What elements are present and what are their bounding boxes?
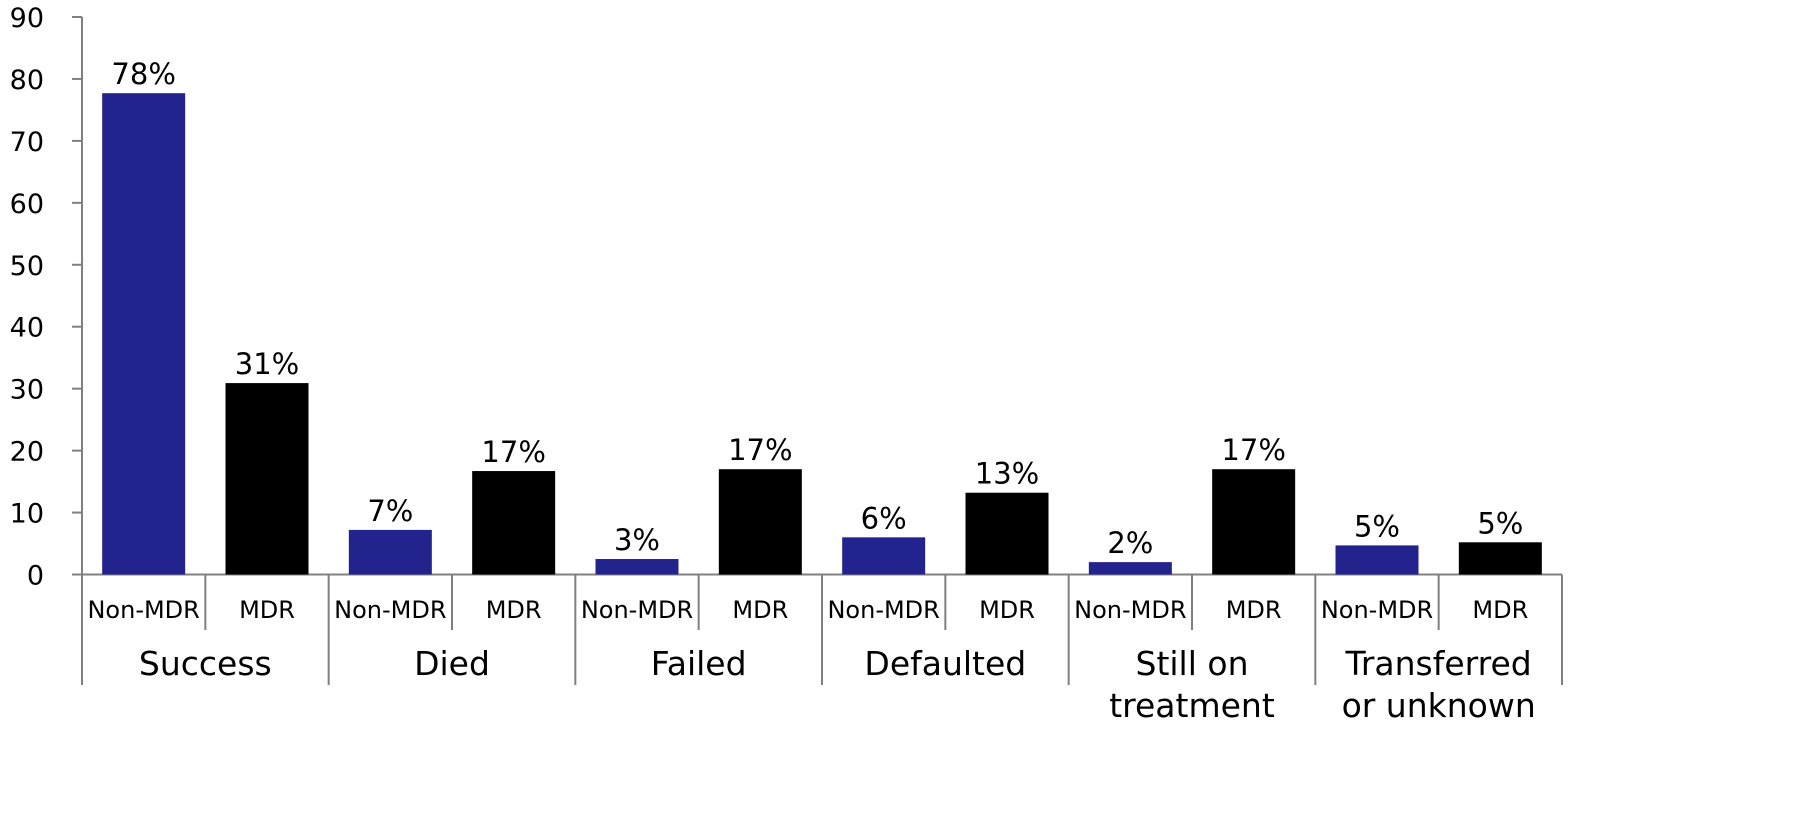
group-label: Failed bbox=[651, 644, 747, 683]
group-label: Still on bbox=[1136, 644, 1249, 683]
bar-mdr bbox=[1458, 542, 1542, 575]
category-label: Non-MDR bbox=[1074, 596, 1186, 624]
data-label: 7% bbox=[367, 494, 413, 528]
bar-mdr bbox=[472, 471, 556, 575]
category-label: Non-MDR bbox=[581, 596, 693, 624]
bar-non-mdr bbox=[102, 93, 186, 575]
data-label: 13% bbox=[975, 457, 1039, 491]
y-tick-label: 0 bbox=[27, 561, 44, 592]
category-label: Non-MDR bbox=[334, 596, 446, 624]
data-label: 17% bbox=[481, 435, 545, 469]
bar-mdr bbox=[1212, 469, 1296, 575]
data-label: 6% bbox=[861, 501, 907, 535]
bar-mdr bbox=[965, 492, 1049, 575]
group-label: Transferred bbox=[1345, 644, 1532, 683]
data-label: 78% bbox=[111, 57, 175, 91]
bar-non-mdr bbox=[1335, 545, 1419, 575]
data-label: 5% bbox=[1354, 509, 1400, 543]
group-label: Defaulted bbox=[864, 644, 1026, 683]
data-label: 2% bbox=[1107, 526, 1153, 560]
category-label: Non-MDR bbox=[1321, 596, 1433, 624]
group-label: treatment bbox=[1109, 686, 1275, 725]
y-tick-label: 70 bbox=[10, 127, 44, 158]
bar-mdr bbox=[718, 469, 802, 575]
group-label: or unknown bbox=[1342, 686, 1536, 725]
data-label: 31% bbox=[235, 347, 299, 381]
data-label: 3% bbox=[614, 523, 660, 557]
bar-non-mdr bbox=[842, 537, 926, 575]
y-tick-label: 90 bbox=[10, 3, 44, 34]
y-tick-label: 80 bbox=[10, 65, 44, 96]
bar-non-mdr bbox=[595, 559, 679, 575]
bar-non-mdr bbox=[1088, 562, 1172, 575]
y-tick-label: 40 bbox=[10, 313, 44, 344]
y-tick-label: 10 bbox=[10, 499, 44, 530]
category-label: Non-MDR bbox=[87, 596, 199, 624]
y-tick-label: 60 bbox=[10, 189, 44, 220]
category-label: MDR bbox=[239, 596, 295, 624]
data-label: 17% bbox=[728, 433, 792, 467]
category-label: MDR bbox=[486, 596, 542, 624]
y-tick-label: 20 bbox=[10, 437, 44, 468]
category-label: MDR bbox=[979, 596, 1035, 624]
group-label: Died bbox=[414, 644, 490, 683]
data-label: 17% bbox=[1221, 433, 1285, 467]
y-tick-label: 50 bbox=[10, 251, 44, 282]
data-label: 5% bbox=[1477, 506, 1523, 540]
bar-mdr bbox=[225, 383, 309, 575]
group-label: Success bbox=[139, 644, 272, 683]
category-label: MDR bbox=[732, 596, 788, 624]
category-label: MDR bbox=[1472, 596, 1528, 624]
bar-non-mdr bbox=[348, 529, 432, 575]
category-label: MDR bbox=[1226, 596, 1282, 624]
category-label: Non-MDR bbox=[827, 596, 939, 624]
y-tick-label: 30 bbox=[10, 375, 44, 406]
